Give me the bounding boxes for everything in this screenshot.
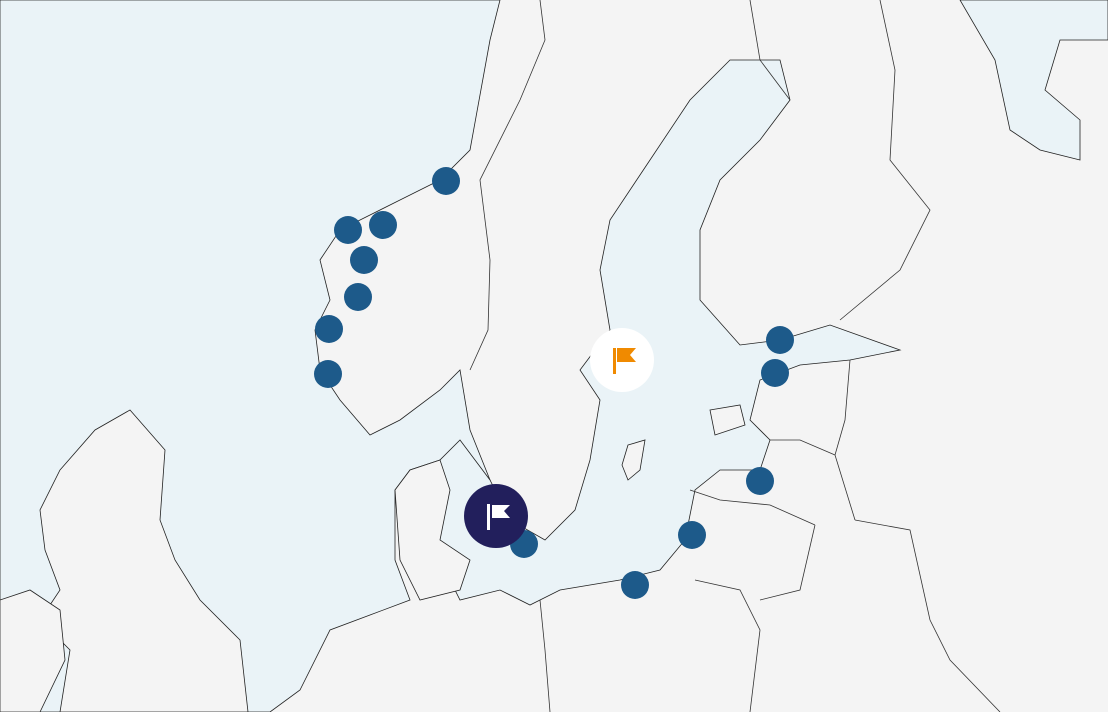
marker[interactable] <box>678 521 706 549</box>
marker[interactable] <box>369 211 397 239</box>
marker[interactable] <box>315 315 343 343</box>
borders <box>469 0 1001 712</box>
white-sea <box>959 0 1108 161</box>
markers <box>314 167 794 599</box>
flag-marker-highlight[interactable] <box>590 328 654 392</box>
ireland <box>0 589 66 712</box>
great-britain <box>39 409 249 712</box>
flag-marker-selected[interactable] <box>464 484 528 548</box>
marker[interactable] <box>334 216 362 244</box>
marker[interactable] <box>766 326 794 354</box>
marker[interactable] <box>344 283 372 311</box>
saaremaa <box>709 404 746 436</box>
marker[interactable] <box>746 467 774 495</box>
marker[interactable] <box>621 571 649 599</box>
denmark <box>394 459 471 601</box>
marker[interactable] <box>432 167 460 195</box>
marker[interactable] <box>761 359 789 387</box>
gotland <box>621 439 646 481</box>
marker[interactable] <box>350 246 378 274</box>
marker[interactable] <box>314 360 342 388</box>
